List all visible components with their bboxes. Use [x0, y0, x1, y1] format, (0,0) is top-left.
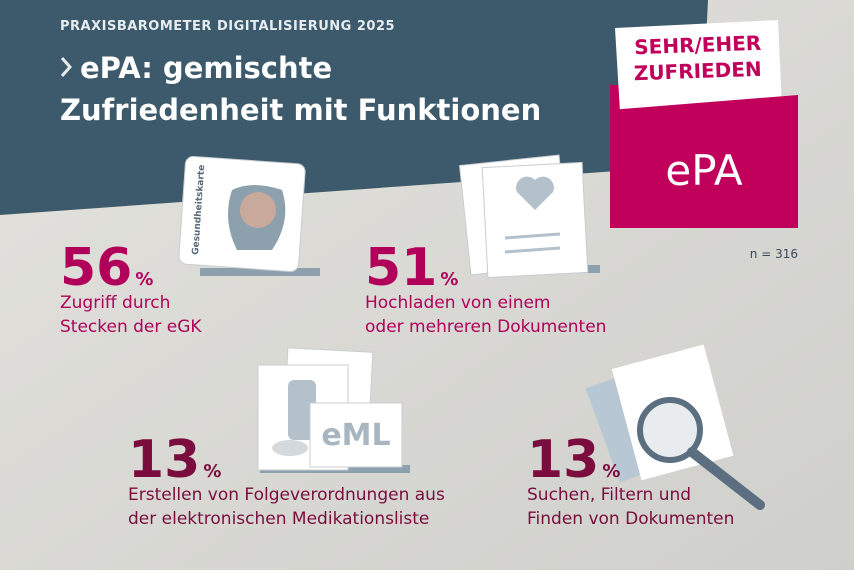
- title-line: ePA: gemischte: [80, 51, 332, 85]
- percent-unit: %: [203, 461, 221, 482]
- percent-unit: %: [135, 269, 153, 290]
- percent-value: 56: [60, 238, 132, 298]
- item-label: Finden von Dokumenten: [527, 509, 734, 529]
- badge-label: SEHR/EHER: [634, 31, 762, 59]
- item-label: Erstellen von Folgeverordnungen aus: [128, 485, 445, 505]
- folder-front: [610, 95, 798, 228]
- percent-value: 13: [527, 430, 599, 490]
- item-label: Suchen, Filtern und: [527, 485, 691, 505]
- eml-text: eML: [321, 418, 390, 453]
- search-icon: [585, 344, 765, 510]
- percent-value: 13: [128, 430, 200, 490]
- badge-label: ZUFRIEDEN: [633, 57, 762, 85]
- chevron: [60, 57, 73, 77]
- percent-value: 51: [365, 238, 437, 298]
- sample-size: n = 316: [750, 247, 798, 261]
- kicker: PRAXISBAROMETER DIGITALISIERUNG 2025: [60, 19, 395, 34]
- item-label: Stecken der eGK: [60, 317, 202, 337]
- card-icon: Gesundheitskarte: [178, 155, 320, 276]
- document-icon: [458, 154, 600, 279]
- title-line: Zufriedenheit mit Funktionen: [60, 93, 541, 127]
- item-label: Zugriff durch: [60, 293, 170, 313]
- item-label: Hochladen von einem: [365, 293, 551, 313]
- item-label: oder mehreren Dokumenten: [365, 317, 606, 337]
- tab: [615, 20, 782, 112]
- badge: SEHR/EHER ZUFRIEDEN ePA: [610, 20, 798, 228]
- eml-icon: eML: [257, 347, 410, 473]
- badge-name: ePA: [665, 146, 742, 195]
- percent-unit: %: [440, 269, 458, 290]
- item-label: der elektronischen Medikationsliste: [128, 509, 429, 529]
- percent-unit: %: [602, 461, 620, 482]
